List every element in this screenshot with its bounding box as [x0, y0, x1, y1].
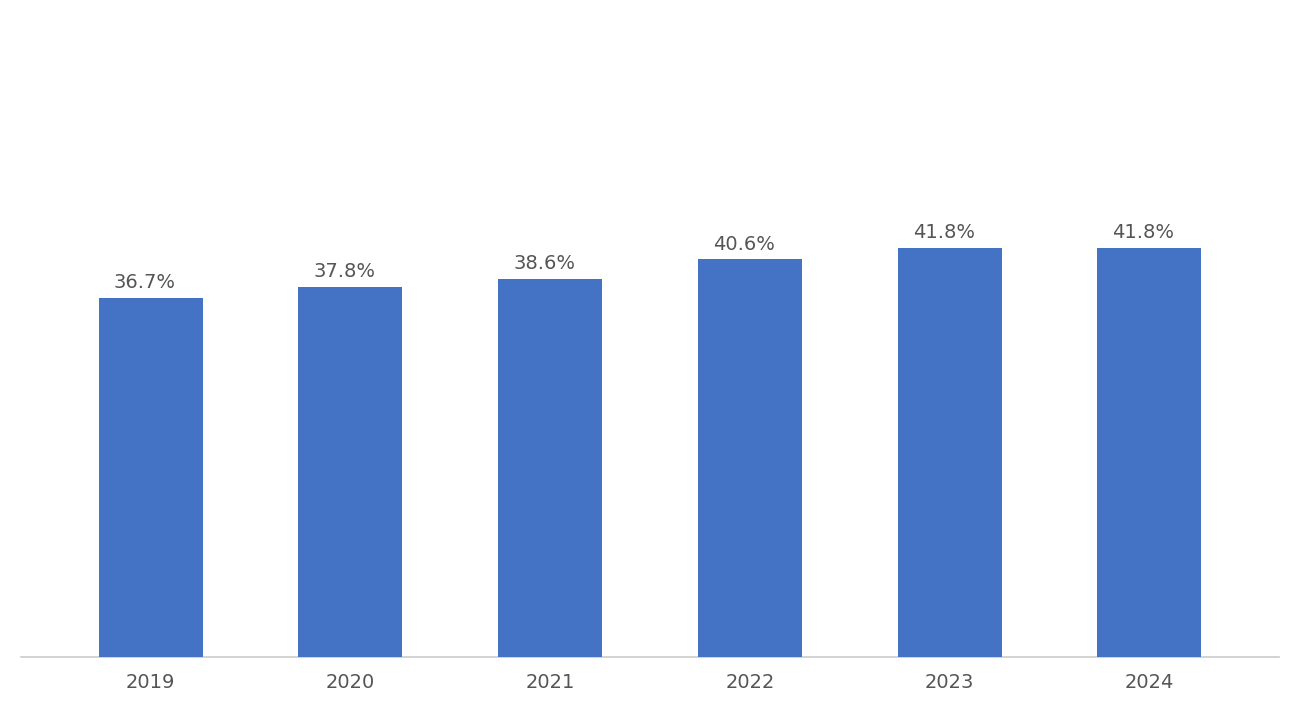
Text: 38.6%: 38.6% [514, 254, 575, 273]
Bar [1097, 247, 1201, 657]
Bar [698, 260, 802, 657]
Bar [498, 279, 602, 657]
Bar [898, 247, 1001, 657]
Text: 41.8%: 41.8% [913, 223, 975, 242]
Text: 41.8%: 41.8% [1113, 223, 1174, 242]
Text: 40.6%: 40.6% [712, 235, 775, 254]
Text: 37.8%: 37.8% [313, 262, 376, 281]
Text: 36.7%: 36.7% [113, 273, 176, 292]
Bar [299, 287, 402, 657]
Bar [99, 297, 203, 657]
